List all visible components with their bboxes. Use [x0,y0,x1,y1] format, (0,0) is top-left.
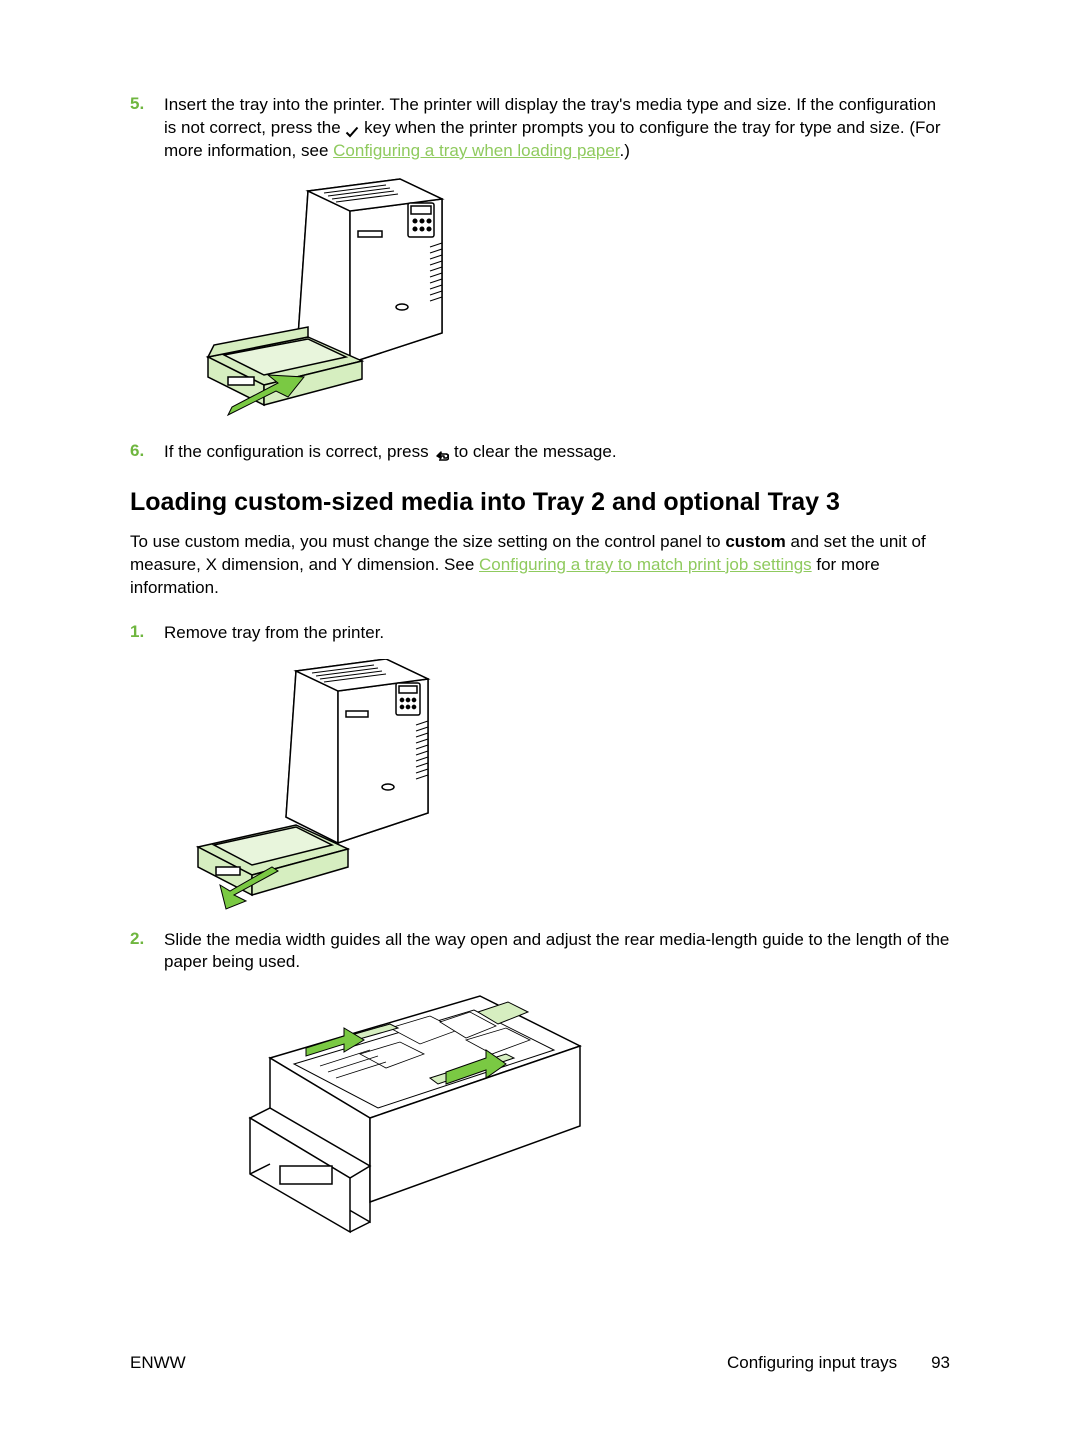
figure-printer-insert-tray [190,177,950,423]
link-configuring-tray-loading[interactable]: Configuring a tray when loading paper [333,141,619,160]
step-5-body: Insert the tray into the printer. The pr… [164,94,950,163]
step-6-number: 6. [130,441,164,461]
step-6-text-a: If the configuration is correct, press [164,442,433,461]
step-a2: 2. Slide the media width guides all the … [130,929,950,975]
step-5: 5. Insert the tray into the printer. The… [130,94,950,163]
back-arrow-icon [433,446,449,458]
step-6: 6. If the configuration is correct, pres… [130,441,950,464]
printer-insert-illustration [190,177,458,423]
step-5-text-c: .) [620,141,630,160]
footer-left: ENWW [130,1353,186,1373]
step-a1-body: Remove tray from the printer. [164,622,950,645]
step-a2-body: Slide the media width guides all the way… [164,929,950,975]
figure-printer-remove-tray [190,659,950,911]
intro-text-a: To use custom media, you must change the… [130,532,725,551]
step-5-number: 5. [130,94,164,114]
step-a1-number: 1. [130,622,164,642]
printer-remove-illustration [190,659,442,911]
footer-right: Configuring input trays 93 [727,1353,950,1373]
heading-loading-custom-media: Loading custom-sized media into Tray 2 a… [130,488,950,517]
link-configuring-tray-print-job[interactable]: Configuring a tray to match print job se… [479,555,812,574]
step-a1: 1. Remove tray from the printer. [130,622,950,645]
footer-page-number: 93 [931,1353,950,1373]
step-a2-number: 2. [130,929,164,949]
intro-bold: custom [725,532,785,551]
tray-guides-illustration [210,988,590,1238]
document-page: 5. Insert the tray into the printer. The… [0,0,1080,1437]
intro-paragraph: To use custom media, you must change the… [130,531,950,600]
step-6-text-b: to clear the message. [449,442,616,461]
figure-tray-guides [210,988,950,1238]
check-icon [345,122,359,134]
step-6-body: If the configuration is correct, press t… [164,441,950,464]
footer-section-label: Configuring input trays [727,1353,897,1373]
page-footer: ENWW Configuring input trays 93 [130,1353,950,1373]
